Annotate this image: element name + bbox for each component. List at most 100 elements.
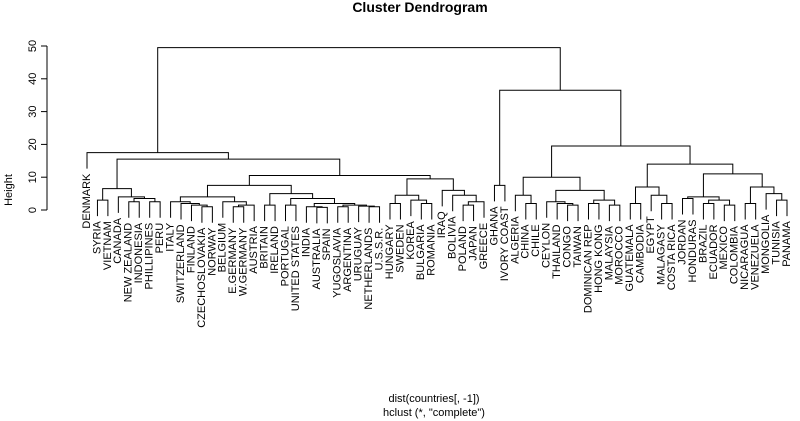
merge [206,184,292,197]
leaf-label: U.S.S.R. [373,228,385,271]
leaf-label: MALAYSIA [603,225,615,280]
merge [264,204,276,222]
leaf-label: IVORY COAST [499,206,511,281]
merge [389,202,401,220]
merge [157,47,561,153]
merge [305,206,323,223]
merge [410,199,428,217]
leaf-label: MALAGASY [656,224,668,285]
leaf-label: VIETNAM [102,221,114,270]
leaf-label: ROMANIA [426,224,438,276]
merge [232,206,245,223]
leaf-label: BRITAIN [259,226,271,269]
leaf-label: URUGUAY [353,226,365,281]
leaf-label: MEXICO [718,226,730,270]
leaf-label: AUSTRALIA [311,228,323,290]
leaf-label: PHILLIPINES [144,223,156,290]
merge [316,206,328,224]
merge [462,204,475,222]
leaf-label: BULGARIA [415,224,427,280]
leaf-label: IRELAND [269,226,281,274]
leaf-label: NORWAY [206,227,218,276]
leaf-label: PANAMA [781,220,793,266]
merge [522,176,581,196]
merge [285,204,297,222]
leaf-label: THAILAND [551,224,563,278]
merge [116,158,341,189]
merge [337,206,349,223]
x-axis-sublabel: hclust (*, "complete") [383,407,485,419]
leaf-label: SWEDEN [394,224,406,272]
merge [394,194,420,204]
leaf-label: FINLAND [185,226,197,273]
leaf-label: NETHERLANDS [363,228,375,310]
y-tick-label: 30 [27,105,39,117]
merge [587,202,600,220]
merge [702,173,763,197]
leaf-label: GREECE [478,223,490,269]
merge [179,196,236,202]
leaf-label: ECUADOR [708,224,720,279]
y-tick-label: 10 [27,171,39,183]
leaf-label: AUSTRIA [248,225,260,273]
leaf-label: HONDURAS [687,220,699,283]
merge [170,201,191,218]
leaf-label: NEW ZEALAND [123,223,135,303]
leaf-label: BOLIVIA [447,216,459,259]
merge [86,152,229,169]
leaf-label: GHANA [488,206,500,246]
leaf-label: BELGIUM [217,223,229,273]
merge [499,89,622,186]
leaf-label: CHINA [520,224,532,259]
leaf-label: MOROCCO [614,226,626,285]
leaf-label: TUNISIA [770,221,782,265]
merge [682,198,694,215]
leaf-label: POLAND [457,226,469,271]
merge [452,194,477,212]
merge [765,193,783,210]
merge [646,163,734,188]
leaf-label: UNITED STATES [290,226,302,311]
merge [608,204,621,222]
leaf-label: SPAIN [321,228,333,260]
leaf-label: HONG KONG [593,224,605,292]
leaf-label: COLOMBIA [729,225,741,284]
merge [567,204,579,222]
merge [546,201,566,218]
merge [749,186,775,204]
leaf-label: IRAQ [436,211,448,238]
merge [525,202,537,220]
leaf-label: KOREA [405,221,417,260]
merge [290,198,335,206]
merge [702,202,715,220]
merge [593,199,616,206]
merge [201,206,213,223]
merge [551,145,691,178]
merge [222,201,247,218]
y-axis-label: Height [3,174,15,206]
merge [368,206,381,223]
merge [102,188,132,201]
merge [556,202,574,220]
leaf-label: CZECHOSLOVAKIA [196,227,208,328]
merge [237,204,255,222]
leaf-label: PORTUGAL [279,226,291,286]
leaf-label: DENMARK [81,173,93,229]
merge [467,201,485,218]
merge [708,199,731,206]
merge [661,202,673,220]
merge [180,202,200,220]
leaf-label: JAPAN [467,226,479,261]
leaf-label: DOMINICAN REP [582,224,594,313]
merge [441,189,465,207]
leaf-label: PERU [154,223,166,254]
y-tick-label: 40 [27,73,39,85]
leaf-label: CHILE [530,224,542,256]
leaf-label: CANADA [112,217,124,264]
leaf-label: EGYPT [645,216,657,254]
chart-title: Cluster Dendrogram [352,0,487,15]
leaf-label: INDONESIA [133,222,145,283]
leaf-label: YUGOSLAVIA [332,227,344,298]
leaf-label: SYRIA [91,221,103,255]
